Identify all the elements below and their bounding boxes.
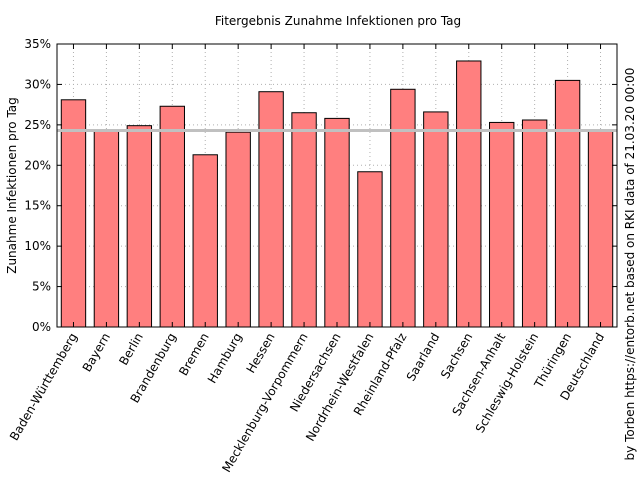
x-tick-label: Saarland: [404, 331, 443, 384]
bar: [126, 125, 153, 328]
bar: [192, 154, 218, 328]
x-tick-label: Baden-Württemberg: [7, 331, 80, 444]
y-tick-label: 25%: [24, 118, 51, 132]
bar: [456, 60, 482, 328]
bar: [324, 117, 350, 328]
y-axis-ticks: 0% 5% 10% 15% 20% 25% 30% 35%: [24, 37, 617, 334]
x-tick-label: Bayern: [80, 331, 113, 375]
y-tick-label: 35%: [24, 37, 51, 51]
y-axis-label: Zunahme Infektionen pro Tag: [5, 97, 19, 274]
chart-title: Fitergebnis Zunahme Infektionen pro Tag: [215, 14, 461, 28]
bar: [225, 131, 251, 328]
x-tick-label: Bremen: [176, 331, 212, 379]
bar: [159, 105, 185, 328]
x-tick-label: Hessen: [244, 331, 278, 376]
credit-text: by Torben https://entorb.net based on RK…: [623, 68, 637, 461]
bar: [390, 88, 416, 328]
bar: [423, 111, 449, 328]
bar: [554, 79, 581, 328]
y-tick-label: 30%: [24, 77, 51, 91]
y-tick-label: 15%: [24, 199, 51, 213]
bar: [60, 99, 87, 328]
bar: [357, 171, 383, 328]
bar: [258, 91, 284, 328]
x-tick-label: Berlin: [116, 331, 146, 368]
bar: [291, 112, 317, 328]
y-tick-label: 0%: [32, 320, 51, 334]
bar: [587, 130, 614, 328]
y-tick-label: 5%: [32, 280, 51, 294]
x-tick-label: Sachsen: [438, 331, 475, 382]
bars: [60, 60, 614, 328]
bar: [489, 121, 515, 328]
bar: [93, 130, 120, 328]
y-tick-label: 10%: [24, 239, 51, 253]
bar: [521, 119, 548, 328]
y-tick-label: 20%: [24, 158, 51, 172]
